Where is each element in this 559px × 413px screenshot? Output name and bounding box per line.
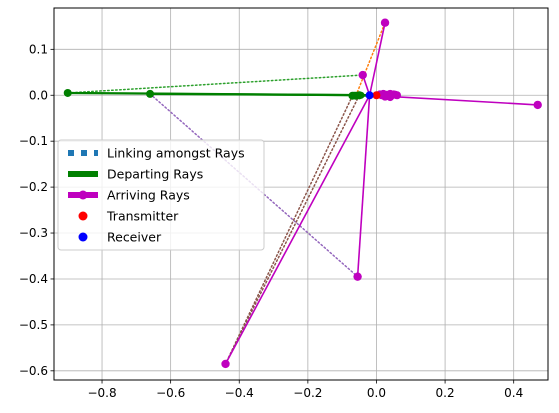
arrival-cluster-point <box>393 91 402 100</box>
linking-ray <box>224 94 361 365</box>
linking-ray <box>224 94 354 365</box>
legend-box <box>57 139 265 251</box>
x-tick-label: 0.0 <box>367 386 386 400</box>
y-tick-label: −0.3 <box>19 226 48 240</box>
arriving-ray <box>356 95 371 277</box>
y-tick-label: −0.4 <box>19 272 48 286</box>
y-tick-label: 0.1 <box>29 42 48 56</box>
arriving-ray-point <box>353 272 362 281</box>
linking-ray <box>149 93 359 278</box>
legend-label: Linking amongst Rays <box>107 146 245 161</box>
departure-cluster-point <box>357 91 365 99</box>
series-group <box>63 18 542 369</box>
legend-handle-point <box>78 211 88 221</box>
linking-ray <box>66 74 364 94</box>
axes-frame <box>53 7 549 381</box>
arriving-ray-point <box>533 100 542 110</box>
arriving-ray-point <box>358 70 367 80</box>
arriving-ray <box>224 94 371 365</box>
linking-ray <box>355 21 386 97</box>
departing-ray-point <box>146 89 155 98</box>
receiver-point <box>365 91 374 100</box>
legend-label: Departing Rays <box>107 167 203 182</box>
x-tick-label: −0.6 <box>156 386 185 400</box>
departing-ray-point <box>63 88 72 97</box>
y-tick-label: 0.0 <box>29 88 48 102</box>
x-tick-label: −0.8 <box>87 386 116 400</box>
x-tick-label: −0.2 <box>293 386 322 400</box>
x-tick-label: 0.4 <box>504 386 523 400</box>
tick-labels: −0.8 −0.6 −0.4 −0.2 0.0 0.2 0.4 0.1 0.0 −0.1 −0.2 −… <box>19 42 523 400</box>
y-tick-label: −0.5 <box>19 318 48 332</box>
departing-ray <box>150 92 377 97</box>
x-tick-label: −0.4 <box>225 386 254 400</box>
arriving-ray-point <box>380 18 390 27</box>
y-tick-label: −0.2 <box>19 180 48 194</box>
arriving-ray-point <box>221 359 230 369</box>
transmitter-point <box>372 91 381 100</box>
arriving-ray <box>368 22 386 96</box>
arrival-cluster-point <box>386 93 395 102</box>
y-tick-label: −0.1 <box>19 134 48 148</box>
legend-handle-point <box>78 232 88 242</box>
legend: Linking amongst Rays Departing Rays Arrivi… <box>57 139 265 251</box>
legend-handle-arriving-marker <box>78 190 88 200</box>
legend-label: Receiver <box>107 230 162 245</box>
legend-label: Arriving Rays <box>107 188 190 203</box>
series <box>63 18 542 369</box>
legend-label: Transmitter <box>106 209 179 224</box>
x-tick-label: 0.2 <box>436 386 455 400</box>
y-tick-label: −0.6 <box>19 364 48 378</box>
